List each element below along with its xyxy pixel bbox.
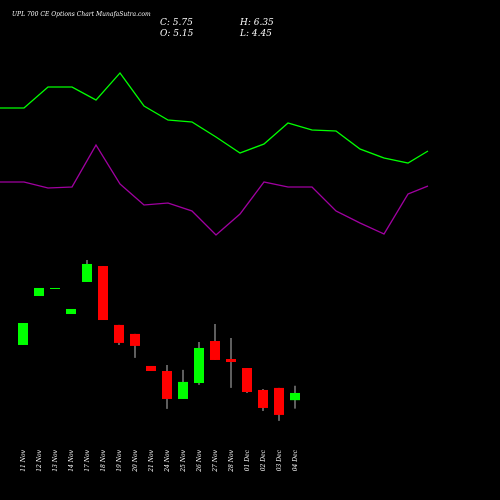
x-tick-label: 02 Dec: [260, 449, 267, 471]
x-tick-label: 11 Nov: [20, 449, 27, 471]
candle-body: [178, 381, 188, 399]
candle-body: [114, 324, 124, 343]
candle-body: [242, 368, 252, 393]
candle-body: [226, 359, 236, 363]
x-tick-label: 01 Dec: [244, 449, 251, 471]
x-tick-label: 25 Nov: [180, 449, 187, 472]
candle-body: [258, 389, 268, 408]
x-tick-label: 27 Nov: [212, 449, 219, 472]
x-tick-label: 20 Nov: [132, 449, 139, 472]
x-tick-label: 18 Nov: [100, 449, 107, 471]
x-tick-label: 14 Nov: [68, 449, 75, 471]
x-tick-label: 26 Nov: [196, 449, 203, 472]
open-label: O: 5.15: [160, 29, 194, 39]
line-series: [0, 143, 429, 236]
candle-body: [274, 387, 284, 415]
candle-body: [194, 347, 204, 384]
x-tick-label: 03 Dec: [276, 449, 283, 471]
candle-body: [146, 365, 156, 372]
line-series: [0, 71, 429, 164]
x-tick-label: 24 Nov: [164, 449, 171, 472]
candle-body: [34, 287, 44, 297]
close-label: C: 5.75: [160, 18, 193, 28]
high-label: H: 6.35: [239, 18, 274, 28]
candle-body: [50, 287, 60, 289]
candle-body: [18, 323, 28, 345]
x-tick-label: 13 Nov: [52, 449, 59, 471]
x-tick-label: 12 Nov: [36, 449, 43, 471]
x-tick-label: 21 Nov: [148, 449, 155, 472]
candle-body: [290, 392, 300, 401]
x-tick-label: 19 Nov: [116, 449, 123, 471]
candle-body: [210, 341, 220, 360]
candle-body: [162, 371, 172, 399]
chart-title: UPL 700 CE Options Chart MunafaSutra.com: [12, 11, 151, 18]
candle-body: [66, 308, 76, 315]
x-tick-label: 17 Nov: [84, 449, 91, 471]
x-tick-label: 04 Dec: [292, 449, 299, 471]
candle-body: [98, 266, 108, 321]
x-tick-label: 28 Nov: [228, 449, 235, 472]
low-label: L: 4.45: [239, 29, 272, 39]
candle-body: [82, 263, 92, 282]
candle-body: [130, 333, 140, 346]
